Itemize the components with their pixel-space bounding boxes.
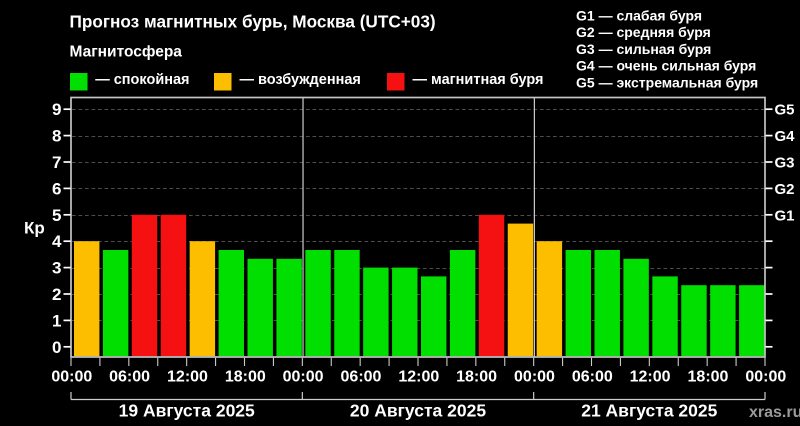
svg-text:G1: G1 (775, 207, 795, 224)
svg-text:18:00: 18:00 (225, 369, 266, 386)
svg-text:— возбужденная: — возбужденная (240, 72, 361, 88)
svg-text:18:00: 18:00 (688, 369, 729, 386)
svg-text:G4 — очень сильная буря: G4 — очень сильная буря (576, 58, 756, 74)
svg-text:0: 0 (52, 338, 61, 357)
svg-text:6: 6 (52, 179, 61, 198)
svg-text:2: 2 (52, 285, 61, 304)
svg-text:G3: G3 (775, 155, 795, 172)
svg-text:G4: G4 (775, 128, 796, 145)
svg-text:G2 — средняя буря: G2 — средняя буря (576, 24, 711, 40)
svg-text:G5 — экстремальная буря: G5 — экстремальная буря (576, 74, 758, 90)
svg-text:G1 — слабая буря: G1 — слабая буря (576, 7, 702, 23)
svg-text:G5: G5 (775, 102, 795, 119)
svg-text:19 Августа 2025: 19 Августа 2025 (119, 401, 255, 421)
svg-text:21 Августа 2025: 21 Августа 2025 (581, 401, 717, 421)
svg-text:00:00: 00:00 (745, 369, 786, 386)
svg-text:5: 5 (52, 206, 61, 225)
svg-text:G3 — сильная буря: G3 — сильная буря (576, 41, 711, 57)
svg-text:3: 3 (52, 259, 61, 278)
svg-text:9: 9 (52, 100, 61, 119)
svg-text:12:00: 12:00 (630, 369, 671, 386)
svg-text:4: 4 (52, 232, 62, 251)
svg-text:— магнитная буря: — магнитная буря (413, 72, 544, 88)
svg-text:— спокойная: — спокойная (95, 72, 189, 88)
svg-text:00:00: 00:00 (51, 369, 92, 386)
svg-text:00:00: 00:00 (514, 369, 555, 386)
svg-text:18:00: 18:00 (456, 369, 497, 386)
svg-text:1: 1 (52, 311, 61, 330)
svg-text:7: 7 (52, 153, 61, 172)
svg-text:06:00: 06:00 (341, 369, 382, 386)
svg-text:12:00: 12:00 (167, 369, 208, 386)
svg-text:Кр: Кр (24, 219, 45, 238)
svg-text:8: 8 (52, 127, 61, 146)
svg-text:00:00: 00:00 (283, 369, 324, 386)
svg-text:G2: G2 (775, 181, 795, 198)
svg-text:12:00: 12:00 (398, 369, 439, 386)
svg-text:06:00: 06:00 (572, 369, 613, 386)
svg-text:20 Августа 2025: 20 Августа 2025 (350, 401, 486, 421)
svg-text:Магнитосфера: Магнитосфера (70, 44, 183, 61)
svg-text:06:00: 06:00 (109, 369, 150, 386)
svg-text:xras.ru: xras.ru (749, 404, 800, 421)
svg-text:Прогноз магнитных бурь, Москва: Прогноз магнитных бурь, Москва (UTC+03) (70, 12, 436, 32)
